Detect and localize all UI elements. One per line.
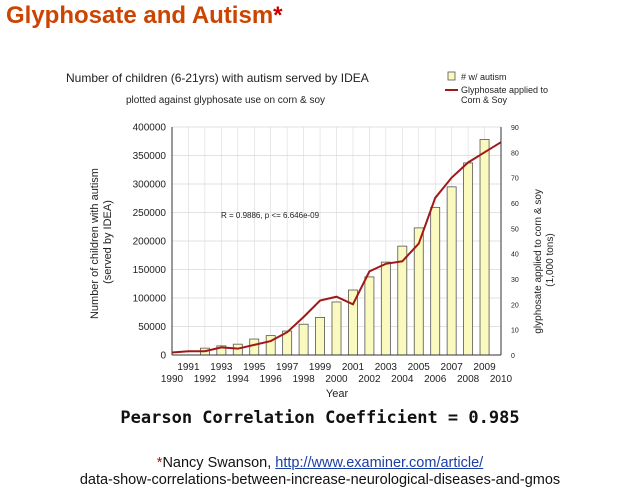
citation-link[interactable]: http://www.examiner.com/article/ [275, 455, 484, 471]
x-tick-label: 1991 [177, 362, 200, 373]
x-tick-label: 1999 [309, 362, 332, 373]
legend-line-label: Glyphosate applied to Corn & Soy [461, 85, 548, 105]
autism-bar [249, 338, 260, 356]
autism-bar [315, 316, 325, 356]
y-tick-label-right: 90 [511, 125, 519, 132]
y-tick-label-left: 150000 [133, 265, 167, 276]
y-tick-label-right: 20 [511, 302, 519, 309]
x-tick-label: 2004 [391, 374, 414, 385]
x-tick-label: 2007 [441, 362, 464, 373]
y-tick-label-left: 300000 [133, 180, 167, 191]
bar-series [199, 139, 490, 356]
y-tick-label-left: 350000 [133, 151, 167, 162]
x-tick-label: 1998 [292, 374, 315, 385]
y-tick-label-right: 50 [511, 226, 519, 233]
citation-line-1: *Nancy Swanson, http://www.examiner.com/… [0, 455, 640, 472]
y-tick-label-left: 200000 [133, 237, 167, 248]
citation-line-2: data-show-correlations-between-increase-… [79, 472, 561, 488]
autism-bar [364, 276, 375, 356]
x-tick-label: 2008 [457, 374, 480, 385]
x-tick-label: 2010 [490, 374, 513, 385]
autism-bar [298, 323, 309, 356]
autism-bar [430, 206, 441, 356]
autism-bar [331, 301, 342, 356]
y-tick-label-right: 60 [511, 201, 519, 208]
x-tick-label: 2009 [473, 362, 496, 373]
y-axis-label-right: glyphosate applied to corn & soy (1,000 … [533, 186, 556, 333]
citation-author: Nancy Swanson, [162, 455, 276, 471]
x-tick-label: 1997 [276, 362, 299, 373]
legend-bar-swatch [447, 71, 456, 81]
x-tick-label: 2002 [358, 374, 381, 385]
pearson-correlation: Pearson Correlation Coefficient = 0.985 [120, 408, 520, 428]
axes [171, 127, 502, 356]
x-tick-label: 2005 [408, 362, 431, 373]
x-tick-label: 1992 [194, 374, 217, 385]
autism-bar [446, 186, 457, 356]
slide-title: Glyphosate and Autism* [6, 2, 283, 29]
y-tick-label-left: 50000 [138, 322, 166, 333]
y-tick-label-right: 10 [511, 328, 519, 335]
legend: # w/ autism Glyphosate applied to Corn & … [445, 71, 548, 105]
legend-bar-label: # w/ autism [461, 72, 507, 82]
autism-bar [463, 162, 474, 356]
y-axis-label-left-line2: (served by IDEA) [102, 200, 114, 284]
x-tick-label: 1990 [161, 374, 184, 385]
citation: *Nancy Swanson, http://www.examiner.com/… [0, 455, 640, 489]
line-series [171, 141, 502, 354]
x-tick-label: 1995 [243, 362, 266, 373]
glyphosate-line [171, 141, 502, 354]
y-tick-label-left: 250000 [133, 208, 167, 219]
chart-subtitle: plotted against glyphosate use on corn &… [126, 95, 325, 106]
x-axis-label: Year [326, 388, 349, 400]
x-tick-label: 2006 [424, 374, 447, 385]
citation-asterisk: * [156, 455, 163, 471]
y-tick-label-right: 70 [511, 176, 519, 183]
x-tick-label: 1994 [227, 374, 250, 385]
x-tick-label: 2000 [325, 374, 348, 385]
chart-title: Number of children (6-21yrs) with autism… [66, 71, 369, 85]
y-axis-label-left: Number of children with autism (served b… [89, 165, 114, 319]
y-tick-label-right: 80 [511, 150, 519, 157]
autism-bar [380, 261, 391, 356]
autism-glyphosate-chart: Number of children (6-21yrs) with autism… [66, 71, 556, 400]
y-axis-label-left-line1: Number of children with autism [89, 168, 101, 319]
x-tick-label: 1996 [260, 374, 283, 385]
y-tick-label-left: 400000 [133, 123, 167, 134]
tick-labels: 0 50000 100000 150000 200000 250000 300000 3500… [133, 123, 519, 386]
y-axis-label-right-line2: (1,000 tons) [545, 233, 556, 286]
x-tick-label: 1993 [210, 362, 233, 373]
x-tick-label: 2003 [375, 362, 398, 373]
x-tick-label: 2001 [342, 362, 365, 373]
autism-bar [479, 139, 490, 356]
y-tick-label-left: 100000 [133, 294, 167, 305]
legend-line-label-part: Glyphosate applied to [461, 85, 548, 95]
y-tick-label-right: 40 [511, 252, 519, 259]
y-tick-label-right: 0 [511, 353, 515, 360]
y-tick-label-right: 30 [511, 277, 519, 284]
y-axis-label-right-line1: glyphosate applied to corn & soy [533, 189, 544, 334]
correlation-annotation: R = 0.9886, p <= 6.646e-09 [221, 211, 320, 220]
legend-line-label-part: Corn & Soy [461, 95, 508, 105]
title-asterisk: * [273, 2, 283, 29]
y-tick-label-left: 0 [160, 351, 166, 362]
